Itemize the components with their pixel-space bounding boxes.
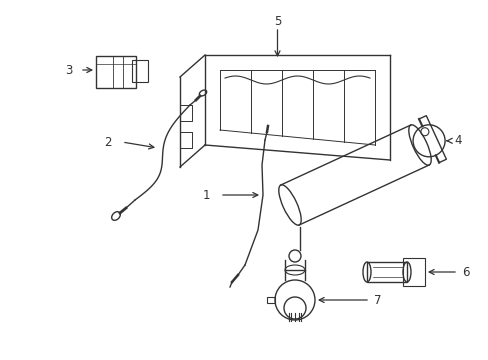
Bar — [132, 60, 148, 82]
Text: 7: 7 — [373, 293, 381, 306]
Text: 1: 1 — [202, 189, 209, 202]
Text: 5: 5 — [273, 14, 281, 27]
Text: 4: 4 — [453, 134, 461, 147]
Text: 6: 6 — [461, 266, 468, 279]
Bar — [402, 258, 424, 286]
Bar — [96, 56, 136, 88]
Text: 2: 2 — [104, 135, 112, 149]
Bar — [366, 262, 406, 282]
Text: 3: 3 — [65, 63, 73, 77]
